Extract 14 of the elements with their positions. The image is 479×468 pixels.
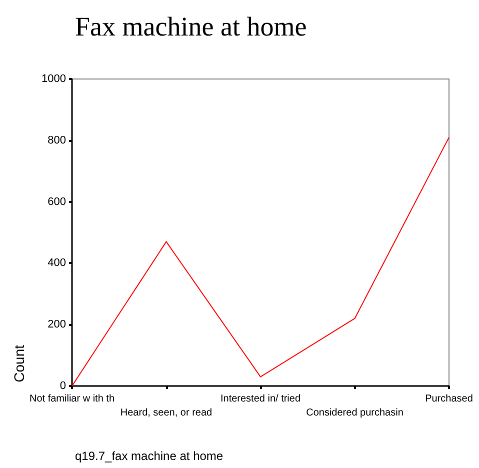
x-axis-title: q19.7_fax machine at home — [75, 449, 224, 463]
y-tick-label: 600 — [48, 196, 66, 208]
y-tick-label: 0 — [60, 380, 66, 392]
x-tick-label: Purchased — [425, 394, 473, 404]
y-tick-label: 1000 — [42, 73, 66, 85]
x-tick-label: Interested in/ tried — [220, 394, 301, 404]
x-tick-label: Not familiar w ith th — [29, 394, 115, 404]
y-tick-label: 200 — [48, 318, 66, 331]
y-axis-title: Count — [11, 344, 27, 382]
y-tick-label: 800 — [48, 134, 66, 146]
chart-title: Fax machine at home — [75, 12, 307, 42]
y-tick-label: 400 — [48, 257, 66, 270]
x-tick-label: Heard, seen, or read — [120, 408, 212, 418]
x-tick-label: Considered purchasin — [306, 408, 404, 418]
